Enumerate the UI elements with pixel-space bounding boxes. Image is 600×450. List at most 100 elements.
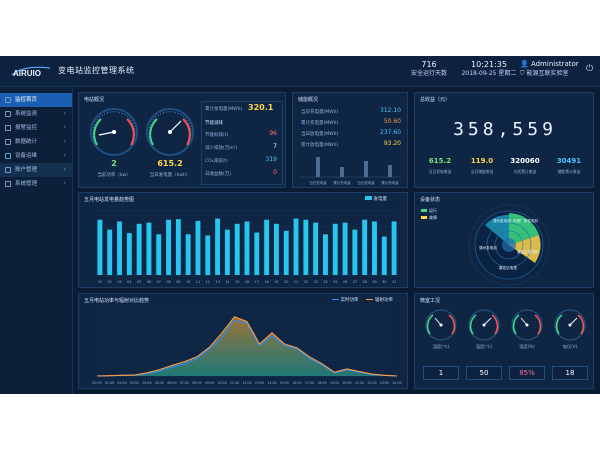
sidebar-item-alarm[interactable]: 报警监控 ›	[0, 121, 72, 135]
env-gauge-dial	[511, 309, 543, 341]
gauge-ring	[468, 309, 500, 341]
gauge-green-arc	[555, 314, 563, 335]
gauge-needle	[569, 317, 578, 326]
total-income-panel: 总收益（元） 358,559 615.2 当日发电收益 119.0 当日储能收益…	[414, 92, 594, 188]
generation-chart-panel: 五月电站发电量趋势图 发电量 01 02 03 04 05 06 07 08 09 10 11 12 1…	[78, 192, 408, 288]
x-tick-label: 24	[323, 280, 327, 284]
legend-swatch	[364, 196, 372, 200]
generation-bar	[303, 219, 309, 275]
safe-days: 716 安全运行天数	[404, 60, 454, 78]
safe-days-label: 安全运行天数	[410, 70, 447, 77]
chart-legend: 实时功率 辐射功率	[331, 297, 393, 303]
chevron-right-icon: ›	[63, 138, 66, 145]
power-radiation-panel: 五月电站功率与辐射对比趋势 实时功率 辐射功率 00:00 01:00 02:00 0…	[78, 293, 408, 389]
x-tick-label: 29	[372, 280, 376, 284]
energy-saving-box: 累计发电量(MWh) 320.1 节能减排 节能标煤(t) 96 减少排放(万m…	[201, 101, 283, 185]
x-tick-label: 03:00	[130, 381, 139, 385]
monitor-icon	[5, 111, 11, 117]
x-tick-label: 14	[225, 280, 229, 284]
storage-row-value: 237.60	[380, 129, 401, 136]
income-item-value: 119.0	[470, 157, 494, 165]
generation-bar	[372, 221, 377, 275]
storage-row-label: 当日充电量(MWh)	[301, 110, 339, 115]
top-bar: AIRUIO 变电站监控管理系统 716 安全运行天数 10:21:35 201…	[0, 56, 600, 87]
daily-generation-gauge	[146, 108, 194, 156]
generation-bar	[342, 222, 348, 275]
user-name: Administrator	[530, 60, 579, 68]
gauge-hub	[482, 323, 486, 327]
power-icon[interactable]: ⏻	[586, 64, 594, 74]
account-icon	[5, 167, 11, 173]
x-tick-label: 11	[196, 280, 200, 284]
clock-date: 2018-09-25 星期二	[461, 70, 517, 77]
sidebar-item-home[interactable]: 监控首页	[0, 93, 72, 107]
safe-days-value: 716	[421, 60, 437, 69]
env-gauge-value: 50	[466, 366, 502, 380]
clock-time: 10:21:35	[471, 60, 507, 69]
device-label: 康会达发电机	[517, 249, 539, 254]
panel-title: 微室工况	[420, 298, 441, 304]
x-tick-label: 07:00	[180, 381, 189, 385]
device-label: 光明厂房发电机	[513, 218, 539, 223]
storage-bar	[316, 157, 320, 177]
sidebar-item-stats[interactable]: 数据统计 ›	[0, 135, 72, 149]
x-tick-label: 31	[392, 280, 396, 284]
generation-bar	[205, 235, 211, 275]
x-tick-label: 13	[215, 280, 219, 284]
panel-title: 五月电站发电量趋势图	[84, 197, 135, 203]
x-tick-label: 09:00	[205, 381, 214, 385]
daily-generation-value: 615.2	[157, 159, 183, 168]
storage-row-value: 312.10	[380, 107, 401, 114]
device-label: 薄州发电机	[479, 245, 497, 250]
x-tick-label: 11:00	[230, 381, 239, 385]
x-tick-label: 14:00	[267, 381, 276, 385]
income-item-value: 615.2	[428, 157, 452, 165]
legend-label: 故障	[429, 215, 437, 220]
system-title: 变电站监控管理系统	[58, 66, 135, 75]
power-gauge	[90, 108, 138, 156]
radiation-area	[97, 316, 397, 376]
sidebar-item-maintenance[interactable]: 设备运维 ›	[0, 149, 72, 163]
total-generation-label: 累计发电量(MWh)	[205, 107, 243, 112]
gauge-ring	[425, 309, 457, 341]
env-gauge: 湿度(%) 85%	[507, 308, 547, 388]
power-label: 当前功率（kw）	[97, 173, 131, 178]
ring-segment	[509, 235, 541, 263]
income-item-label: 当日储能收益	[470, 169, 494, 174]
storage-overview-panel: 储能概况 当日充电量(MWh) 312.10 累计充电量(MWh) 50.60 …	[292, 92, 408, 188]
generation-bar	[166, 219, 171, 275]
env-gauge-label: 温度(℃)	[432, 344, 450, 349]
x-tick-label: 16:00	[292, 381, 301, 385]
gauge-red-arc	[491, 314, 499, 335]
sidebar-item-monitor[interactable]: 系统监测 ›	[0, 107, 72, 121]
storage-row-value: 50.60	[383, 118, 401, 125]
saving-row-value: 7	[273, 143, 277, 150]
device-legend: 运行 故障	[421, 207, 437, 221]
sidebar-item-system[interactable]: 系统管理 ›	[0, 177, 72, 191]
generation-bar	[146, 222, 152, 275]
x-tick-label: 20	[284, 280, 288, 284]
storage-bar-label: 累计充电量	[333, 180, 351, 185]
legend-label: 实时功率	[340, 298, 359, 303]
saving-row-label: 减少排放(万m³)	[205, 146, 238, 151]
gauge-needle	[483, 317, 492, 326]
user-info[interactable]: 👤 Administrator ⛉ 能源互联实验室	[520, 60, 579, 78]
generation-bar	[273, 223, 279, 275]
storage-bar	[364, 161, 368, 177]
chevron-right-icon: ›	[63, 152, 66, 159]
env-gauge-dial	[468, 309, 500, 341]
generation-bar	[117, 221, 122, 275]
env-gauge-dial	[554, 309, 586, 341]
series-line-0	[96, 319, 398, 377]
x-tick-label: 21:00	[355, 381, 364, 385]
generation-bar	[175, 219, 181, 275]
generation-bar	[156, 234, 162, 275]
x-tick-label: 20:00	[342, 381, 351, 385]
x-tick-label: 02:00	[117, 381, 126, 385]
saving-row-value: 0	[273, 169, 277, 176]
wrench-icon	[5, 153, 11, 159]
gauge-needle	[434, 317, 442, 326]
env-gauge-label: 电压(V)	[562, 344, 578, 349]
sidebar-item-account[interactable]: 账户管理 ›	[0, 163, 72, 177]
storage-bar	[340, 167, 344, 177]
